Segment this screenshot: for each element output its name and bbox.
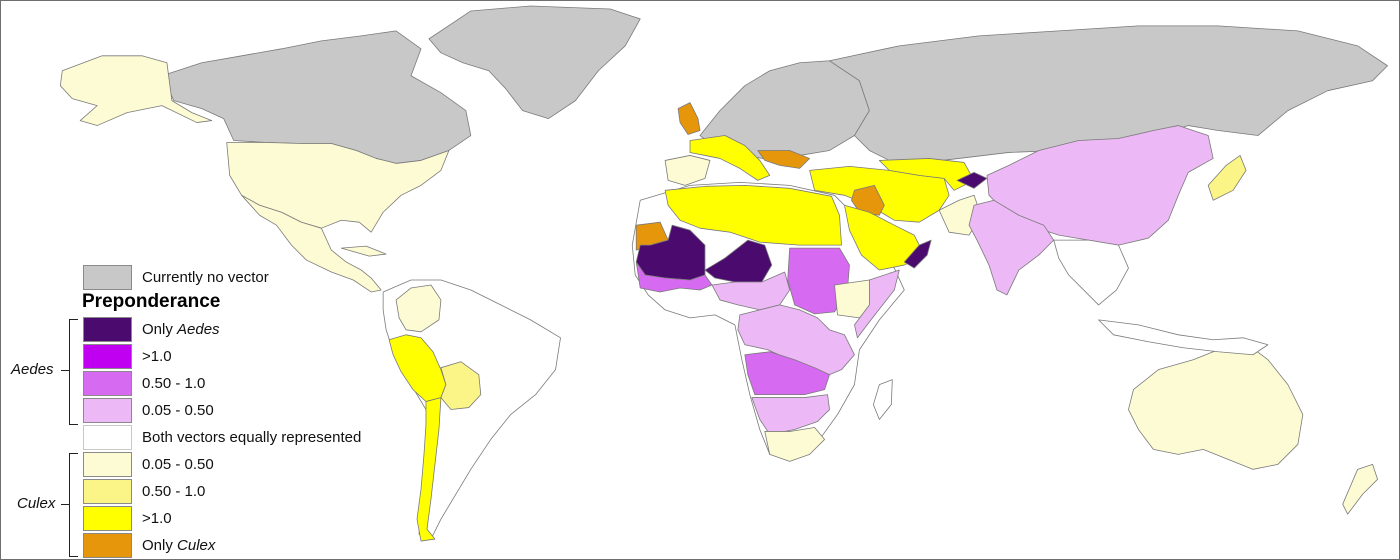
australia bbox=[1128, 344, 1304, 470]
central-africa bbox=[737, 304, 855, 376]
japan bbox=[1207, 155, 1247, 201]
southern-africa bbox=[751, 394, 830, 435]
sudan bbox=[787, 247, 850, 315]
france-italy bbox=[689, 135, 771, 181]
indonesia bbox=[1098, 319, 1269, 356]
alaska bbox=[59, 55, 213, 126]
madagascar bbox=[872, 379, 893, 420]
greenland bbox=[428, 5, 641, 119]
south-africa bbox=[764, 427, 825, 462]
india bbox=[968, 199, 1055, 296]
bolivia bbox=[440, 361, 482, 410]
uk-ireland bbox=[677, 102, 701, 135]
central-asia bbox=[878, 158, 975, 191]
somalia bbox=[854, 269, 900, 339]
mexico bbox=[241, 194, 382, 293]
cuba bbox=[340, 245, 387, 257]
oman bbox=[903, 239, 932, 269]
west-africa bbox=[711, 271, 791, 311]
iberia bbox=[664, 155, 711, 186]
chile bbox=[416, 397, 442, 542]
venezuela-colombia bbox=[395, 284, 442, 333]
russia bbox=[829, 25, 1388, 163]
new-zealand bbox=[1342, 463, 1378, 515]
angola-zambia bbox=[744, 351, 830, 395]
niger bbox=[704, 239, 773, 283]
southeast-asia bbox=[1053, 239, 1129, 306]
north-africa bbox=[664, 184, 842, 246]
balkans bbox=[757, 150, 811, 169]
iraq bbox=[851, 184, 885, 216]
